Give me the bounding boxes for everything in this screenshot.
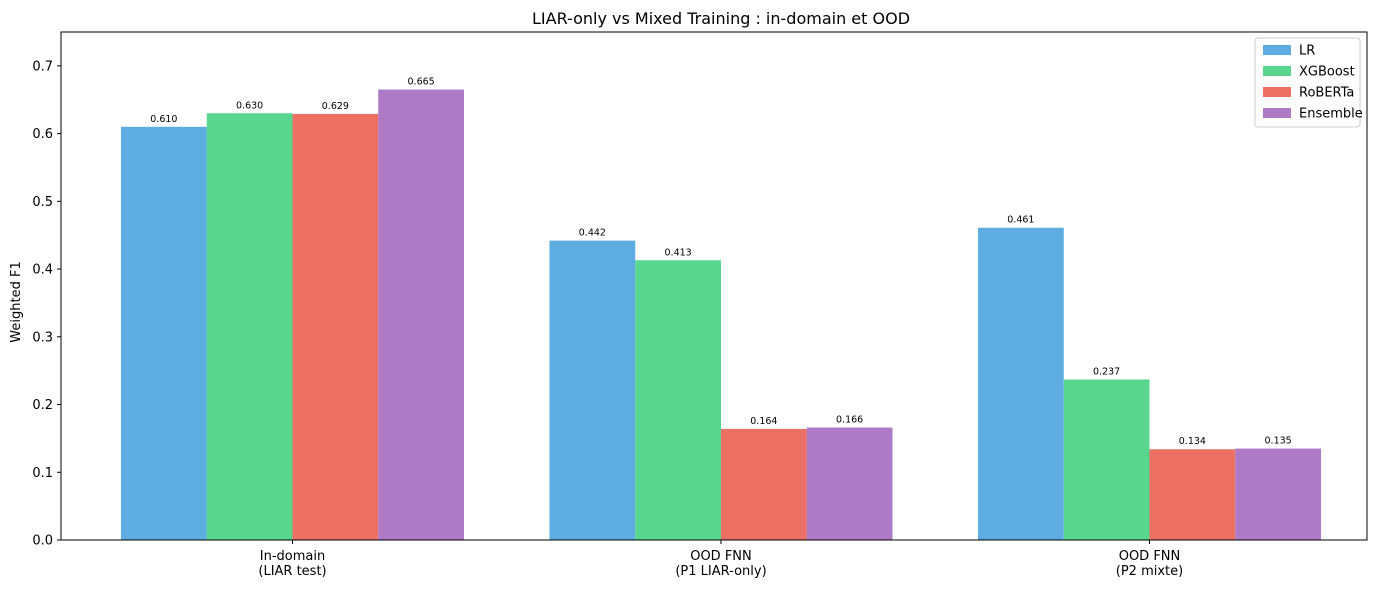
chart-title: LIAR-only vs Mixed Training : in-domain … [532,9,910,28]
bar-ensemble-0 [378,89,464,540]
y-axis-title: Weighted F1 [9,261,24,342]
x-tick-label: OOD FNN [690,549,752,564]
y-tick-label: 0.1 [32,466,53,481]
bar-xgboost-1 [635,260,721,540]
bar-roberta-1 [721,428,807,540]
legend-label-ensemble: Ensemble [1299,107,1363,122]
x-tick-label: (P2 mixte) [1116,564,1183,579]
legend-swatch-lr [1263,45,1291,55]
data-label: 0.135 [1265,436,1292,447]
bar-roberta-2 [1149,449,1236,540]
plot-area: 0.610 0.442 0.461 0.630 0.413 0.237 0.629 0.164… [32,31,1368,579]
legend-swatch-xgboost [1263,66,1291,76]
data-label: 0.610 [150,114,177,125]
legend-label-xgboost: XGBoost [1299,65,1355,80]
y-tick-label: 0.6 [32,127,53,142]
bar-lr-2 [978,227,1064,540]
data-label: 0.413 [665,247,692,258]
bar-lr-1 [549,240,636,541]
bar-ensemble-2 [1235,448,1321,540]
legend-swatch-ensemble [1263,108,1291,118]
bar-xgboost-0 [206,113,293,540]
x-tick-label: (P1 LIAR-only) [675,564,766,579]
data-label: 0.164 [750,416,777,427]
bar-ensemble-1 [806,427,893,540]
legend-label-lr: LR [1299,44,1315,59]
legend-box [1254,37,1361,128]
data-label: 0.166 [836,415,863,426]
data-label: 0.134 [1179,436,1206,447]
data-label: 0.665 [408,77,435,88]
legend-label-roberta: RoBERTa [1299,86,1354,101]
bar-lr-0 [121,126,207,541]
axes-frame [60,31,1368,541]
bar-xgboost-2 [1063,379,1150,540]
x-tick-label: OOD FNN [1119,549,1181,564]
data-label: 0.630 [236,100,263,111]
y-tick-label: 0.3 [32,330,53,345]
x-tick-label: (LIAR test) [258,564,326,579]
bar-roberta-0 [292,113,379,540]
y-tick-label: 0.0 [32,534,53,549]
y-tick-label: 0.2 [32,398,53,413]
legend: LR XGBoost RoBERTa Ensemble [1254,37,1363,128]
data-label: 0.461 [1007,215,1034,226]
y-tick-label: 0.5 [32,195,53,210]
data-label: 0.629 [322,101,349,112]
data-label: 0.237 [1093,366,1120,377]
legend-swatch-roberta [1263,87,1291,97]
x-tick-label: In-domain [260,549,325,564]
data-label: 0.442 [579,228,606,239]
y-tick-label: 0.7 [32,59,53,74]
y-tick-label: 0.4 [32,263,53,278]
